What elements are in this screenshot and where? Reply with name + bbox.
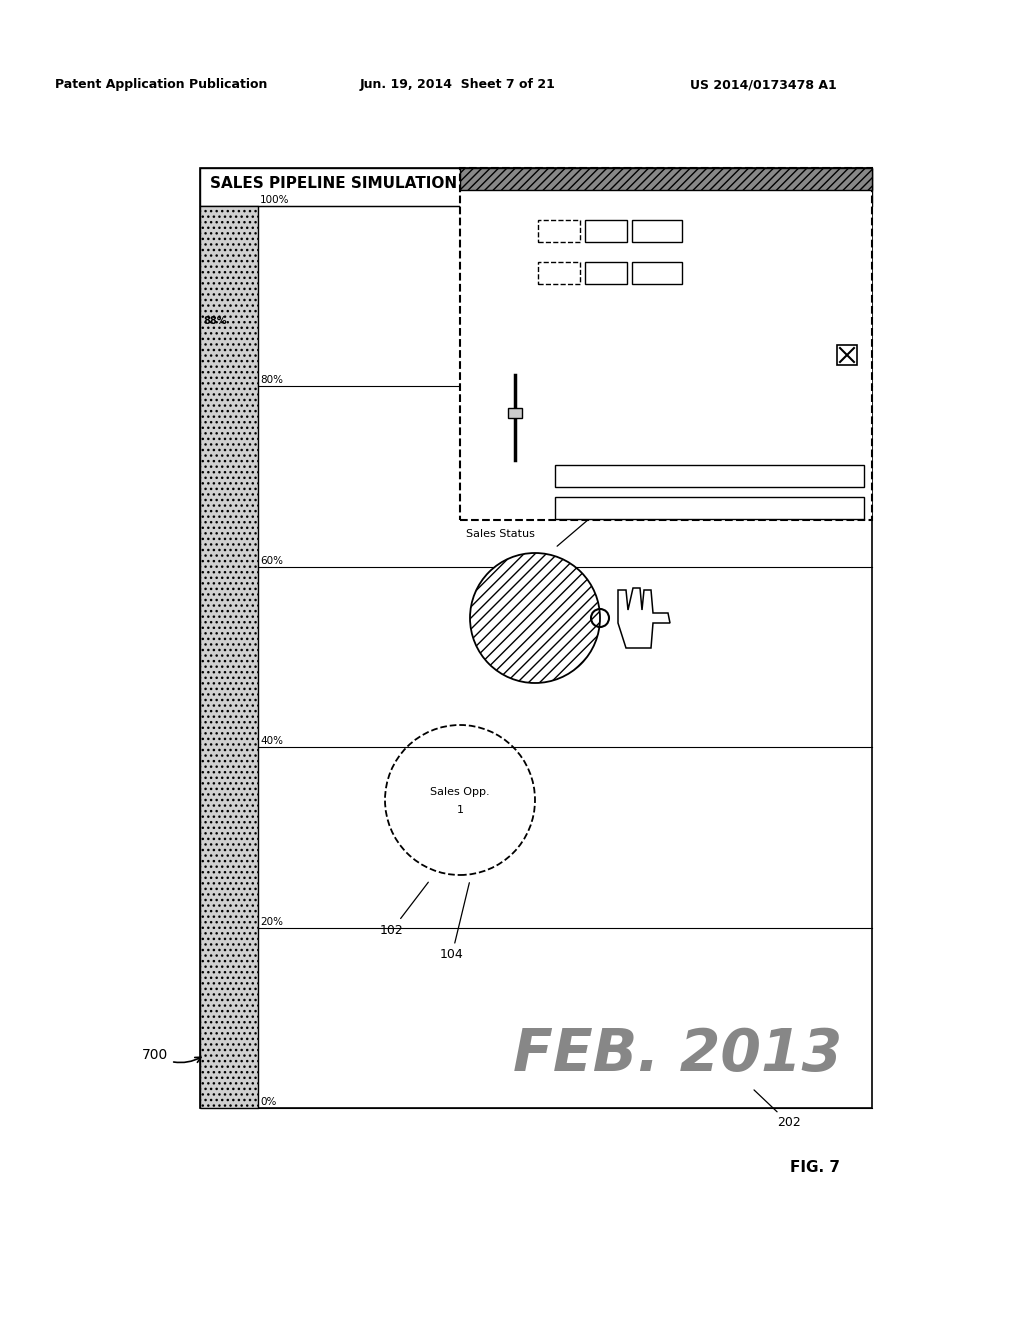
Text: Start: Start: [466, 220, 494, 230]
Text: OPPORTUNITY 2: OPPORTUNITY 2: [468, 195, 594, 209]
Text: FIG. 7: FIG. 7: [790, 1160, 840, 1175]
Text: 80%: 80%: [260, 375, 283, 385]
Bar: [837, 345, 857, 366]
Text: FEB. 2013: FEB. 2013: [513, 1026, 842, 1082]
Text: 104: 104: [440, 883, 469, 961]
Text: 206: 206: [844, 170, 867, 183]
Text: Patent Application Publication: Patent Application Publication: [55, 78, 267, 91]
Bar: [632, 220, 682, 242]
Text: 02: 02: [599, 265, 613, 275]
Text: Chance of Success: Chance of Success: [466, 380, 476, 484]
Text: 27: 27: [599, 223, 613, 234]
Bar: [200, 206, 258, 1107]
Text: Sales Phase: Sales Phase: [466, 465, 532, 475]
Text: Date: Date: [466, 234, 493, 243]
Bar: [460, 168, 872, 190]
Text: 2012: 2012: [643, 223, 671, 234]
Bar: [585, 261, 627, 284]
Bar: [538, 220, 580, 242]
Text: Nov: Nov: [548, 223, 570, 234]
Text: 102: 102: [380, 882, 428, 936]
Text: SALES PIPELINE SIMULATION: SALES PIPELINE SIMULATION: [210, 176, 457, 191]
Text: Expected Value: Expected Value: [466, 300, 552, 309]
Text: Sales Status: Sales Status: [466, 529, 535, 539]
Circle shape: [470, 553, 600, 682]
Text: 2013: 2013: [643, 265, 671, 275]
Text: Relevant for Forecast?: Relevant for Forecast?: [466, 345, 591, 355]
Text: Feb: Feb: [549, 265, 568, 275]
Text: Date: Date: [466, 275, 493, 285]
Bar: [555, 498, 864, 519]
Bar: [200, 168, 872, 206]
Text: End: End: [466, 261, 487, 272]
Text: Jun. 19, 2014  Sheet 7 of 21: Jun. 19, 2014 Sheet 7 of 21: [360, 78, 556, 91]
Text: Opp. 2: Opp. 2: [516, 619, 554, 630]
Text: US 2014/0173478 A1: US 2014/0173478 A1: [690, 78, 837, 91]
Text: 1: 1: [457, 805, 464, 814]
Text: 700: 700: [142, 1048, 201, 1063]
Text: 20%: 20%: [260, 916, 283, 927]
Text: Sales Opp.: Sales Opp.: [430, 787, 489, 797]
Text: 100%: 100%: [260, 195, 290, 205]
Bar: [632, 261, 682, 284]
Text: US$26,000: US$26,000: [466, 315, 542, 327]
Text: Sales: Sales: [519, 603, 551, 612]
Bar: [460, 168, 872, 520]
Text: 0%: 0%: [260, 1097, 276, 1107]
Text: 60%: 60%: [260, 556, 283, 566]
Bar: [538, 261, 580, 284]
Bar: [555, 465, 864, 487]
Bar: [508, 408, 522, 418]
Text: 204: 204: [557, 502, 613, 546]
Text: Chance of Success: Chance of Success: [530, 385, 635, 395]
Bar: [585, 220, 627, 242]
Text: 88%: 88%: [203, 317, 226, 326]
Text: Quotation: Quotation: [466, 498, 521, 507]
Text: 202: 202: [754, 1090, 801, 1130]
Bar: [200, 168, 872, 1107]
Text: 40%: 40%: [260, 737, 283, 746]
